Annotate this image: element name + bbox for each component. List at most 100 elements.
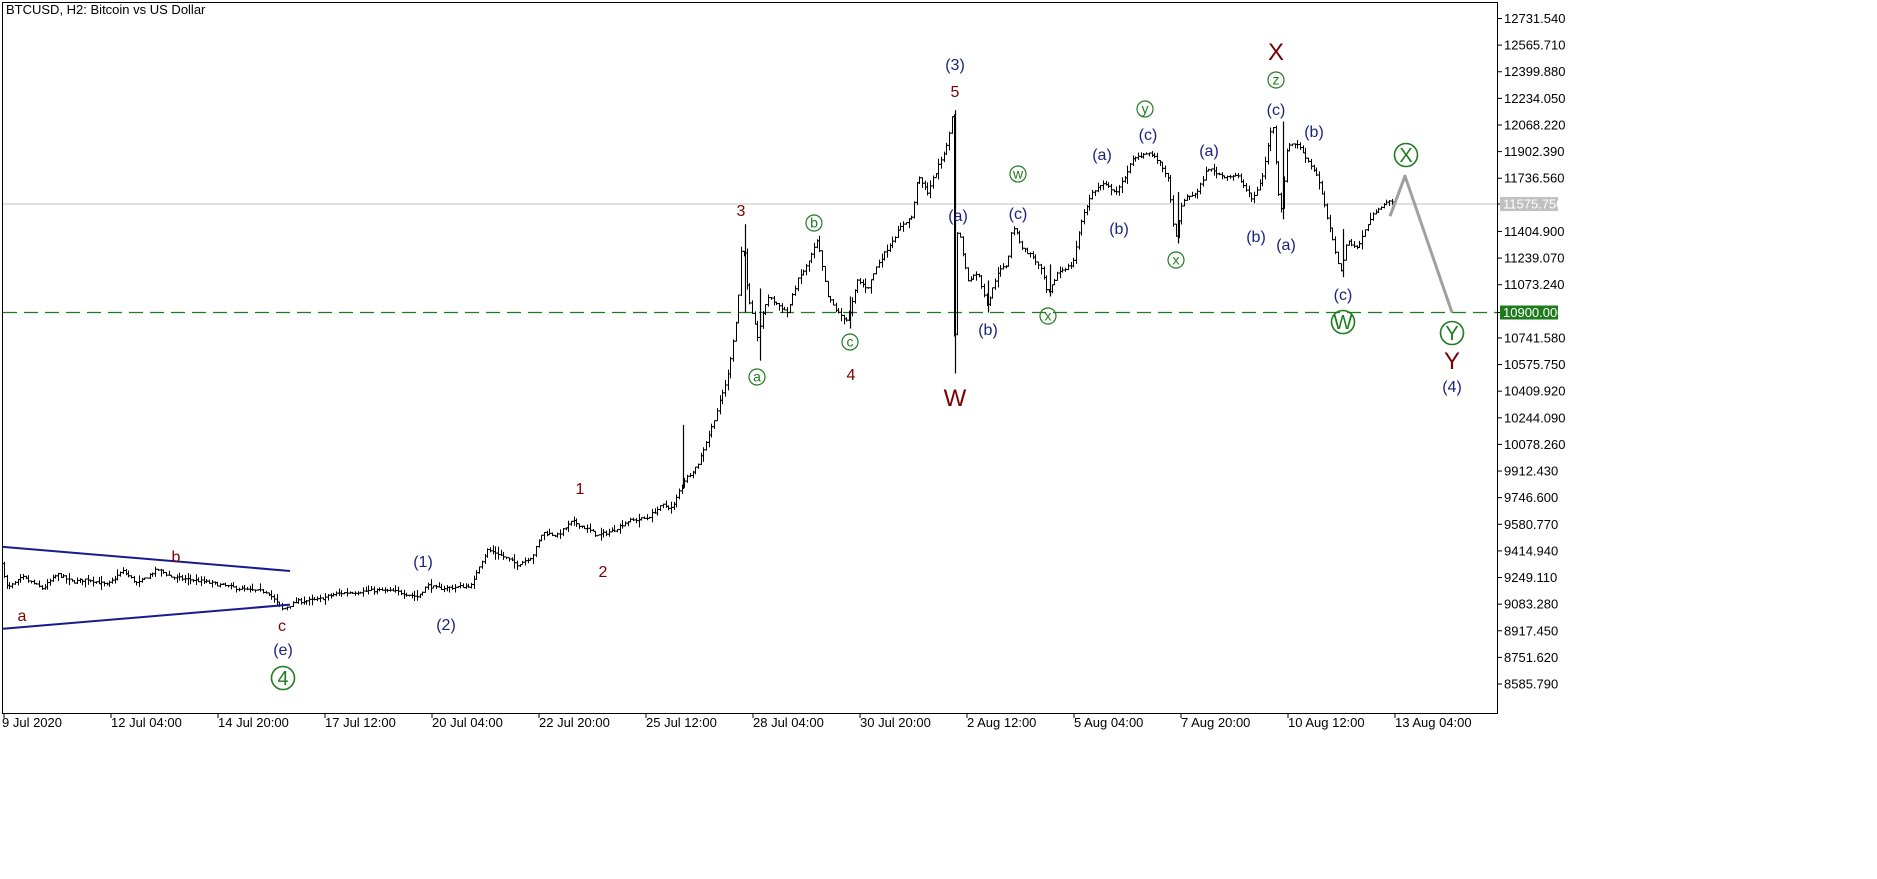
wave-label: (c) (1139, 127, 1158, 144)
wave-label-text: W (1334, 312, 1353, 334)
wave-label-circle (1136, 100, 1154, 118)
wave-label-text: (a) (1092, 147, 1112, 164)
x-tick-label: 2 Aug 12:00 (967, 715, 1036, 730)
wave-label-text: (b) (1304, 124, 1324, 141)
wave-label: (a) (948, 208, 968, 225)
wave-label-circle (1167, 251, 1185, 269)
wave-label-circle (1267, 71, 1285, 89)
wave-label-circle (270, 665, 296, 691)
wave-label: Y (1444, 348, 1460, 375)
y-tick-label: 11575.750 (1503, 197, 1564, 212)
wave-label: W (944, 385, 967, 412)
x-tick-label: 14 Jul 20:00 (218, 715, 289, 730)
y-tick-label: 11239.070 (1504, 251, 1565, 266)
y-tick-label: 12565.710 (1504, 38, 1565, 53)
y-tick-label: 12234.050 (1504, 91, 1565, 106)
wave-label-text: c (847, 334, 854, 350)
wave-label-text: (e) (273, 642, 293, 659)
y-tick-label: 9746.600 (1504, 490, 1558, 505)
wave-label: 2 (599, 564, 608, 581)
y-tick-label: 10575.750 (1504, 357, 1565, 372)
wave-label: c (278, 618, 286, 635)
wave-label: a (748, 368, 766, 386)
wave-label-text: Y (1444, 348, 1460, 375)
wave-label: 3 (737, 203, 746, 220)
wave-label-text: b (172, 549, 181, 566)
projection-line (1388, 174, 1454, 313)
wave-label-text: a (753, 369, 761, 385)
wave-label: x (1039, 307, 1057, 325)
wave-label: 4 (270, 665, 296, 691)
wave-label-text: w (1012, 166, 1024, 182)
wave-label-text: z (1273, 72, 1280, 88)
wave-label-circle (1009, 165, 1027, 183)
wave-label-circle (805, 214, 823, 232)
price-axis: 12731.540 12565.710 12399.880 12234.050 1206… (1498, 11, 1565, 692)
x-tick-label: 10 Aug 12:00 (1288, 715, 1365, 730)
wave-label: (c) (1267, 102, 1286, 119)
triangle-upper-line (2, 545, 291, 572)
wave-label-text: 2 (599, 564, 608, 581)
wave-label: x (1167, 251, 1185, 269)
x-tick-label: 9 Jul 2020 (2, 715, 62, 730)
y-tick-label: 9249.110 (1504, 570, 1557, 585)
wave-label: (b) (1109, 221, 1129, 238)
wave-label-text: c (278, 618, 286, 635)
wave-label-text: b (810, 215, 818, 231)
wave-label-text: (b) (1246, 229, 1266, 246)
y-tick-label: 10741.580 (1504, 330, 1565, 345)
wave-label-text: y (1142, 101, 1149, 117)
wave-label-text: (1) (413, 554, 433, 571)
wave-label-text: (c) (1009, 206, 1028, 223)
y-tick-label: 12399.880 (1504, 64, 1565, 79)
wave-label-text: (a) (1276, 237, 1296, 254)
y-tick-label: 11404.900 (1504, 224, 1565, 239)
wave-label: c (841, 333, 859, 351)
wave-label-text: (c) (1267, 102, 1286, 119)
wave-label: b (805, 214, 823, 232)
y-tick-label: 8917.450 (1504, 623, 1558, 638)
wave-label-text: (3) (945, 57, 965, 74)
wave-label-text: 5 (951, 84, 960, 101)
wave-label: (c) (1009, 206, 1028, 223)
wave-label-text: (c) (1139, 127, 1158, 144)
wave-label-text: (2) (436, 617, 456, 634)
y-tick-label: 8751.620 (1504, 650, 1558, 665)
wave-label: (b) (1304, 124, 1324, 141)
x-tick-label: 17 Jul 12:00 (325, 715, 396, 730)
wave-label-text: 3 (737, 203, 746, 220)
x-tick-label: 22 Jul 20:00 (539, 715, 610, 730)
wave-label-text: (b) (1109, 221, 1129, 238)
y-tick-label: 11073.240 (1504, 277, 1565, 292)
wave-label-text: (4) (1442, 379, 1462, 396)
wave-label: (a) (1199, 143, 1219, 160)
y-tick-label: 9083.280 (1504, 597, 1558, 612)
y-tick-label: 8585.790 (1504, 677, 1558, 692)
wave-label: 4 (847, 367, 856, 384)
wave-label: a (18, 608, 27, 625)
x-tick-label: 7 Aug 20:00 (1181, 715, 1250, 730)
wave-label: (b) (1246, 229, 1266, 246)
wave-label: (1) (413, 554, 433, 571)
wave-label: (a) (1276, 237, 1296, 254)
wave-label-text: X (1399, 145, 1412, 167)
x-tick-label: 12 Jul 04:00 (111, 715, 182, 730)
current-price-tag (1500, 197, 1558, 212)
wave-label-circle (1039, 307, 1057, 325)
wave-label-text: a (18, 608, 27, 625)
wave-label: (c) (1334, 287, 1353, 304)
wave-label: X (1393, 142, 1419, 168)
wave-label-text: 1 (576, 481, 585, 498)
wave-label: (4) (1442, 379, 1462, 396)
x-tick-label: 30 Jul 20:00 (860, 715, 931, 730)
plot-area-border (2, 2, 1498, 714)
x-tick-label: 25 Jul 12:00 (646, 715, 717, 730)
wave-label-text: (a) (1199, 143, 1219, 160)
y-tick-label: 11902.390 (1504, 144, 1565, 159)
y-tick-label: 9912.430 (1504, 464, 1558, 479)
time-axis: 9 Jul 2020 12 Jul 04:00 14 Jul 20:00 17 Jul… (2, 713, 1472, 730)
wave-label: (3) (945, 57, 965, 74)
triangle-pattern (2, 545, 291, 630)
